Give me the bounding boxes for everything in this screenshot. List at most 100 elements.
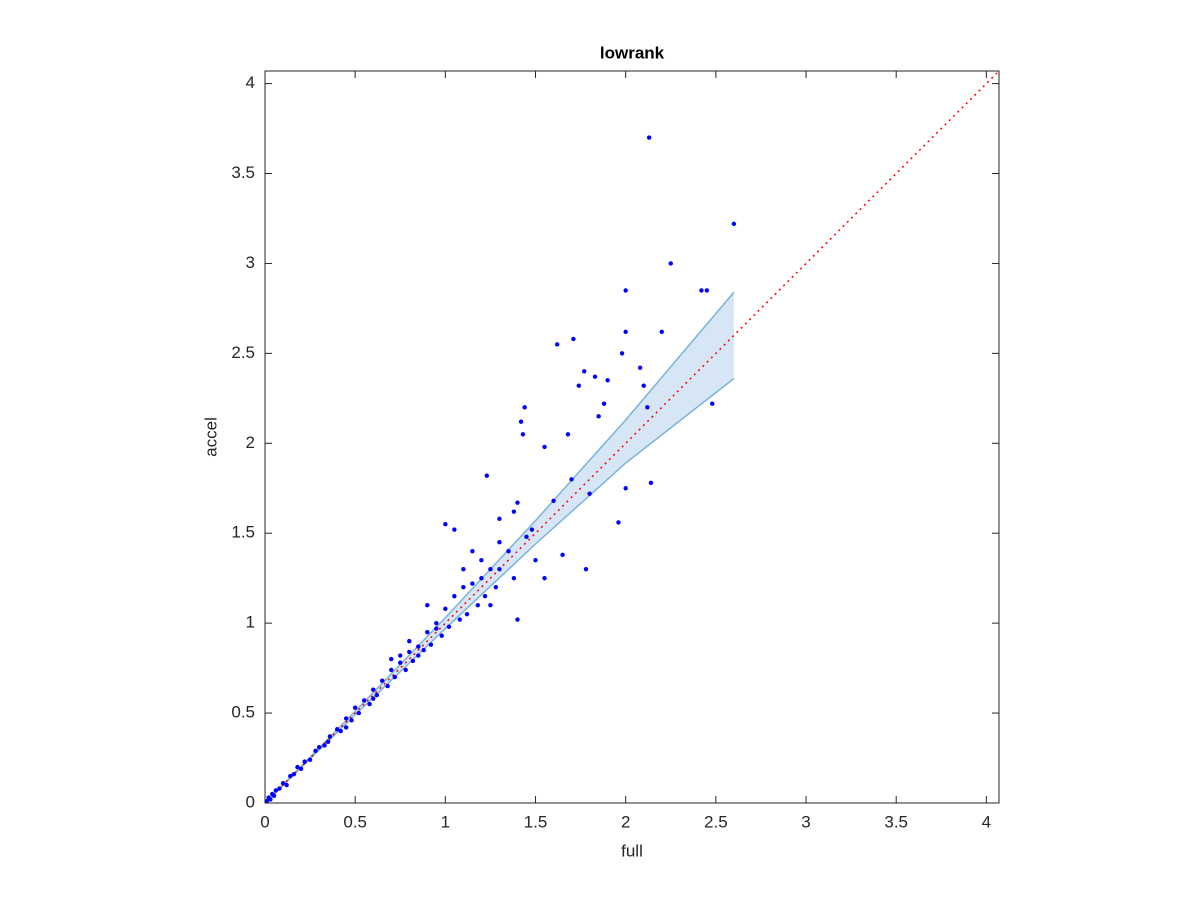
point [554,342,560,347]
point [398,660,403,665]
point [322,743,327,748]
point [416,653,421,658]
point [343,716,349,721]
point [511,509,517,514]
point [470,549,475,554]
point [583,566,589,572]
point [520,432,526,437]
point [291,772,297,777]
point [623,486,628,491]
y-tick-label: 1 [246,613,255,632]
point [497,566,502,572]
x-tick-label: 1.5 [524,812,548,831]
point [425,629,430,635]
point [264,799,270,804]
y-axis-label: accel [201,417,220,457]
point [475,602,481,608]
band-fill [265,292,734,803]
point [349,718,354,723]
point [325,739,331,745]
point [704,288,710,293]
point [515,617,520,622]
point [302,759,307,764]
point [385,683,390,689]
point [439,633,444,638]
point [316,745,322,750]
point [457,617,462,622]
point [515,500,520,505]
y-tick-label: 1.5 [231,523,255,542]
point [659,329,664,334]
x-tick-label: 2.5 [704,812,728,831]
point [434,626,439,631]
point [592,374,598,379]
x-tick-label: 0.5 [343,812,367,831]
y-tick-label: 2 [246,433,255,452]
point [668,261,673,266]
point [410,658,416,664]
point [637,365,643,370]
x-tick-label: 3 [801,812,810,831]
point [298,766,304,772]
point [461,566,466,572]
point [488,566,493,572]
point [371,687,376,692]
x-tick-label: 2 [621,812,630,831]
point [277,786,282,791]
point [616,520,621,525]
point [461,584,466,590]
point [374,692,380,698]
point [464,611,470,617]
point [482,593,488,599]
point [623,329,628,334]
point [307,757,313,763]
point [452,593,457,599]
band-lower [264,377,735,804]
chart-title: lowrank [600,43,665,62]
point [479,575,484,581]
plot-frame [264,70,1000,804]
point [407,638,412,644]
point [511,575,517,581]
point [646,135,652,140]
point [529,527,535,532]
point [434,620,439,626]
point [623,288,628,293]
point [497,516,502,522]
x-tick-label: 0 [260,812,269,831]
point [582,369,587,374]
point [428,642,434,647]
point [380,678,385,683]
point [361,698,367,703]
point [392,674,398,680]
point [338,728,343,734]
point [533,557,538,563]
y-tick-label: 3 [246,253,255,272]
point [389,656,394,662]
y-tick-label: 2.5 [231,343,255,362]
point [452,527,457,532]
point [710,401,715,406]
point [280,781,286,786]
point [641,383,646,388]
point [367,701,372,707]
point [648,480,654,486]
point [619,351,625,356]
point [565,432,571,437]
point [731,221,737,227]
point [596,414,601,419]
point [484,473,490,478]
point [524,534,529,540]
point [522,405,527,410]
point [645,405,650,410]
point [343,725,349,730]
point [313,748,318,754]
point [389,667,394,673]
point [587,491,592,496]
point [356,710,361,716]
point [416,644,421,649]
point [560,552,565,558]
point [271,793,277,799]
point [443,606,448,611]
point [488,602,493,608]
